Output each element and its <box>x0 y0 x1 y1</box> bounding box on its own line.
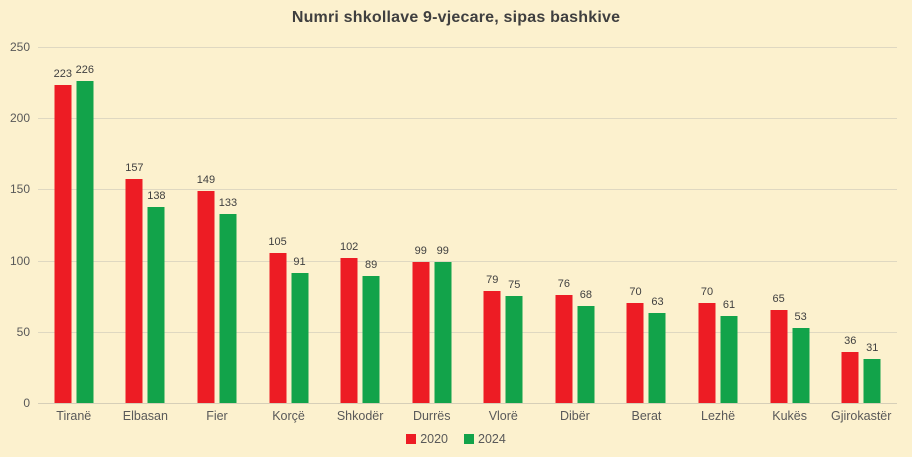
gridline-100 <box>38 260 897 262</box>
y-axis-tick-150: 150 <box>9 182 30 197</box>
bar-value-2024-Lezhë: 61 <box>722 299 736 312</box>
bar-group-Shkodër: 102 89 <box>340 241 380 403</box>
bar-value-2024-Tiranë: 226 <box>75 64 94 77</box>
bar-group-Korçë: 105 91 <box>268 237 309 403</box>
bar-value-2024-Shkodër: 89 <box>365 259 378 272</box>
bar-2020-Dibër: 76 <box>555 278 573 403</box>
legend: 2020 2024 <box>0 433 912 446</box>
x-axis-label-Elbasan: Elbasan <box>122 409 168 423</box>
x-axis-label-Vlorë: Vlorë <box>488 409 518 423</box>
legend-label-2024: 2024 <box>478 432 506 446</box>
x-axis-label-Fier: Fier <box>206 409 228 423</box>
bar-value-2020-Tiranë: 223 <box>53 68 72 81</box>
bar-value-2020-Shkodër: 102 <box>339 240 359 253</box>
bar-2020-Korçë: 105 <box>268 237 287 403</box>
y-axis-tick-200: 200 <box>9 111 30 126</box>
bar-2020-Durrës: 99 <box>412 246 430 403</box>
bar-group-Elbasan: 157 138 <box>125 163 166 403</box>
bar-2024-Elbasan: 138 <box>147 190 166 403</box>
gridline-200 <box>38 118 897 120</box>
x-axis-label-Durrës: Durrës <box>412 409 451 423</box>
y-axis-tick-0: 0 <box>23 396 30 410</box>
bar-group-Berat: 70 63 <box>626 287 666 403</box>
bar-value-2024-Vlorë: 75 <box>508 279 521 292</box>
bar-2020-Vlorë: 79 <box>483 274 501 403</box>
plot-area: 223 226 157 138 149 133 105 91 102 89 99 99 79 75 76 68… <box>38 47 897 404</box>
bar-2020-Lezhë: 70 <box>698 287 716 403</box>
bar-2020-Fier: 149 <box>197 174 215 403</box>
gridline-150 <box>38 189 897 191</box>
bar-group-Gjirokastër: 36 31 <box>841 335 881 403</box>
bar-2024-Lezhë: 61 <box>720 300 738 403</box>
bar-value-2020-Dibër: 76 <box>557 277 570 290</box>
x-axis-label-Lezhë: Lezhë <box>701 409 736 423</box>
bar-value-2024-Fier: 133 <box>218 196 238 209</box>
bar-group-Kukës: 65 53 <box>770 294 810 403</box>
bar-group-Dibër: 76 68 <box>555 278 595 403</box>
bar-group-Vlorë: 79 75 <box>483 274 523 403</box>
gridline-50 <box>38 331 897 333</box>
bar-value-2020-Lezhë: 70 <box>700 286 714 299</box>
bar-value-2024-Kukës: 53 <box>794 310 807 323</box>
bar-2024-Durrës: 99 <box>434 246 452 403</box>
bar-2024-Vlorë: 75 <box>505 280 523 403</box>
bar-2024-Shkodër: 89 <box>362 260 380 403</box>
gridline-0 <box>38 403 897 404</box>
gridline-250 <box>38 47 897 48</box>
x-axis-label-Korçë: Korçë <box>272 409 305 423</box>
bar-value-2024-Durrës: 99 <box>436 245 449 258</box>
bar-2020-Berat: 70 <box>626 287 644 403</box>
bar-2024-Kukës: 53 <box>792 311 810 403</box>
y-axis-tick-250: 250 <box>9 40 30 54</box>
x-axis-label-Gjirokastër: Gjirokastër <box>830 409 892 423</box>
bar-2024-Berat: 63 <box>648 297 666 403</box>
bar-group-Lezhë: 70 61 <box>698 287 738 403</box>
x-axis-label-Tiranë: Tiranë <box>56 409 92 423</box>
x-axis-label-Kukës: Kukës <box>772 409 807 423</box>
y-axis-tick-50: 50 <box>16 324 30 339</box>
bar-2024-Korçë: 91 <box>291 257 309 403</box>
bar-2020-Kukës: 65 <box>770 294 788 403</box>
bar-value-2024-Elbasan: 138 <box>147 189 166 202</box>
bar-value-2020-Fier: 149 <box>196 173 216 186</box>
bar-2020-Shkodër: 102 <box>340 241 358 403</box>
bar-value-2020-Berat: 70 <box>629 286 642 299</box>
bar-value-2024-Gjirokastër: 31 <box>866 341 879 354</box>
legend-swatch-2020 <box>406 434 417 445</box>
bar-value-2024-Dibër: 68 <box>579 289 592 302</box>
bar-2024-Tiranë: 226 <box>76 65 94 403</box>
bar-value-2020-Korçë: 105 <box>268 236 287 249</box>
bar-2024-Fier: 133 <box>219 197 237 403</box>
bar-value-2024-Korçë: 91 <box>293 256 306 269</box>
bar-value-2020-Elbasan: 157 <box>125 162 144 175</box>
bar-group-Durrës: 99 99 <box>412 246 452 403</box>
bar-value-2020-Durrës: 99 <box>414 245 427 258</box>
bar-group-Fier: 149 133 <box>197 174 237 403</box>
legend-item-2020: 2020 <box>406 433 448 446</box>
x-axis-label-Berat: Berat <box>631 409 662 423</box>
x-axis-label-Dibër: Dibër <box>559 409 590 423</box>
legend-label-2020: 2020 <box>420 432 448 446</box>
bar-value-2020-Kukës: 65 <box>772 293 785 306</box>
x-axis-labels: Tiranë Elbasan Fier Korçë Shkodër Durrës Vlorë… <box>38 409 897 427</box>
bar-2024-Dibër: 68 <box>577 290 595 403</box>
bar-value-2020-Vlorë: 79 <box>486 273 499 286</box>
x-axis-label-Shkodër: Shkodër <box>336 409 384 423</box>
bar-2020-Tiranë: 223 <box>54 69 72 403</box>
bar-value-2020-Gjirokastër: 36 <box>844 334 857 347</box>
y-axis-tick-100: 100 <box>9 253 30 268</box>
bar-2020-Elbasan: 157 <box>125 163 144 403</box>
bar-2020-Gjirokastër: 36 <box>841 335 859 403</box>
chart-title: Numri shkollave 9-vjecare, sipas bashkiv… <box>291 9 621 26</box>
bar-group-Tiranë: 223 226 <box>54 65 94 403</box>
bar-2024-Gjirokastër: 31 <box>863 342 881 403</box>
bar-value-2024-Berat: 63 <box>651 296 664 309</box>
legend-swatch-2024 <box>464 434 474 445</box>
legend-item-2024: 2024 <box>464 433 506 446</box>
